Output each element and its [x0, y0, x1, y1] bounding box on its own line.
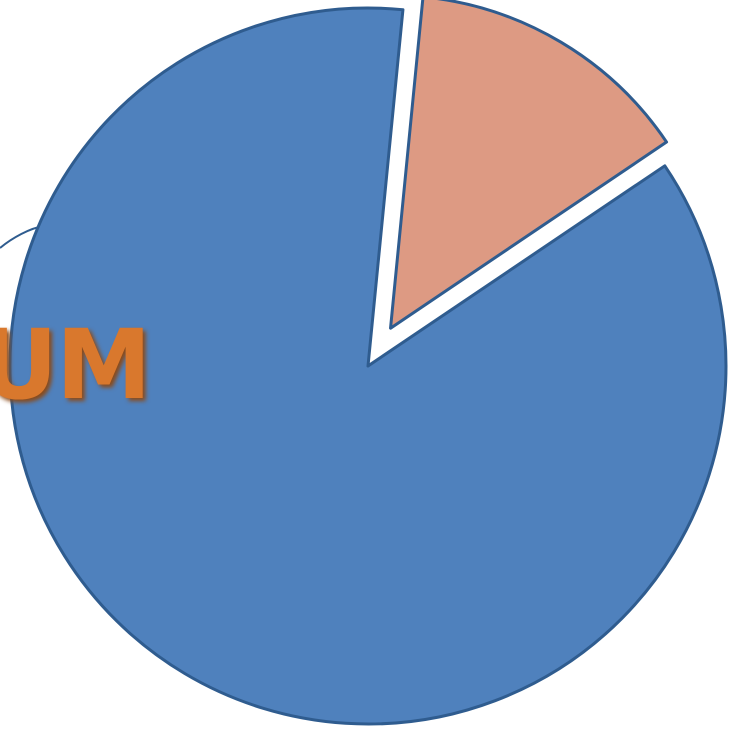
- background-heading-text: UM: [0, 309, 149, 421]
- pie-slices: [8, 0, 728, 726]
- pie-slice-exploded: [389, 0, 669, 330]
- pie-slice-main: [8, 6, 728, 726]
